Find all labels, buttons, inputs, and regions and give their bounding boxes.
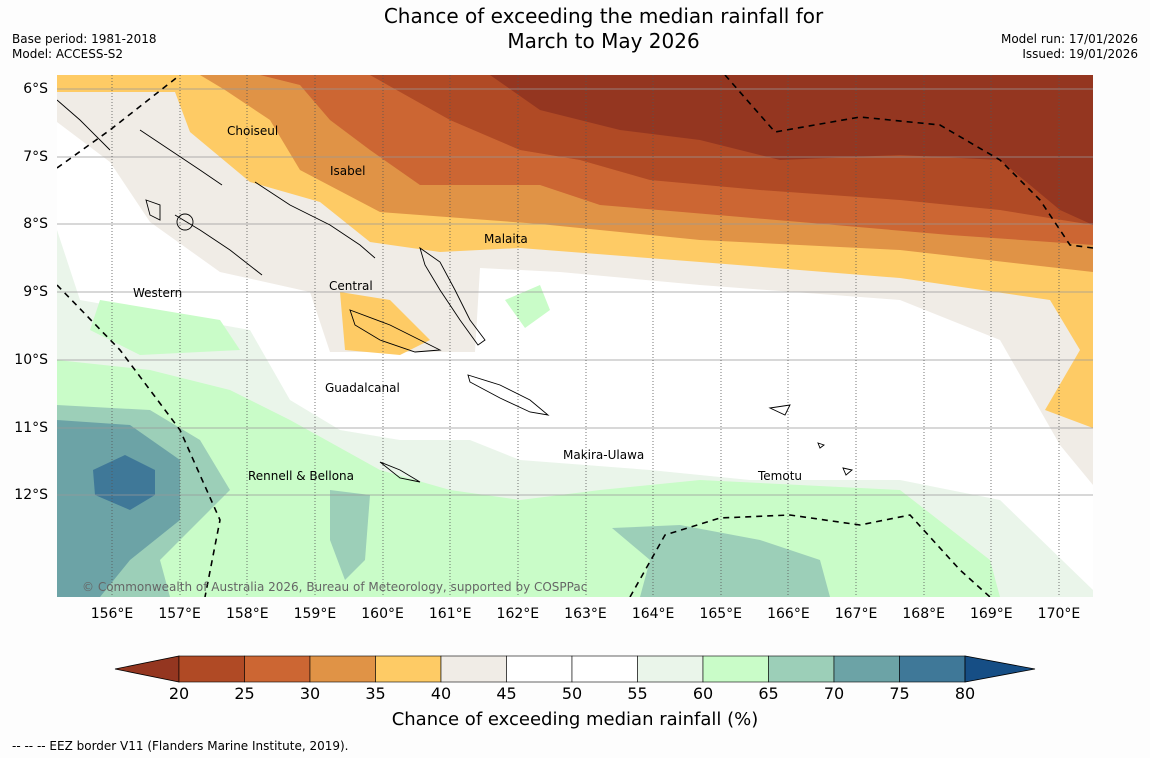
label-malaita: Malaita: [484, 232, 528, 246]
colorbar-segment: [637, 655, 704, 683]
colorbar-tick: 55: [627, 684, 648, 703]
issued-date: Issued: 19/01/2026: [1022, 47, 1138, 61]
colorbar-over-arrow: [964, 655, 1036, 683]
band-75-80: [93, 455, 155, 510]
band-65-70-mid: [330, 490, 370, 580]
colorbar-label: Chance of exceeding median rainfall (%): [391, 709, 759, 730]
label-central: Central: [329, 279, 373, 293]
label-guadalcanal: Guadalcanal: [325, 381, 400, 395]
colorbar-tick: 25: [234, 684, 255, 703]
label-makira-ulawa: Makira-Ulawa: [563, 448, 645, 462]
lon-tick: 156°E: [90, 606, 134, 622]
label-western: Western: [133, 286, 183, 300]
colorbar-segment: [440, 655, 507, 683]
band-60-65-east: [505, 285, 550, 328]
colorbar-under-arrow: [114, 655, 180, 683]
lon-tick: 169°E: [970, 606, 1013, 622]
colorbar-segment: [571, 655, 638, 683]
colorbar: [114, 655, 1036, 683]
colorbar-tick: 45: [496, 684, 517, 703]
lon-tick: 162°E: [496, 606, 540, 622]
label-isabel: Isabel: [330, 164, 366, 178]
lat-tick: 9°S: [23, 284, 48, 300]
lat-tick: 12°S: [14, 487, 48, 503]
band-60-65: [57, 360, 1000, 597]
label-temotu: Temotu: [758, 469, 803, 483]
band-70-75: [57, 420, 180, 597]
colorbar-segment: [899, 655, 966, 683]
lon-tick: 166°E: [767, 606, 810, 622]
lon-tick: 163°E: [564, 606, 607, 622]
colorbar-segment: [506, 655, 573, 683]
copyright-notice: © Commonwealth of Australia 2026, Bureau…: [82, 580, 588, 594]
lat-tick: 11°S: [14, 420, 48, 436]
lon-tick: 164°E: [631, 606, 675, 622]
colorbar-tick: 30: [299, 684, 321, 703]
lat-tick: 6°S: [23, 81, 48, 97]
lon-tick: 170°E: [1037, 606, 1081, 622]
colorbar-segment: [768, 655, 835, 683]
gridlines: [57, 75, 1093, 597]
lat-tick: 8°S: [23, 216, 48, 232]
colorbar-segment: [309, 655, 376, 683]
colorbar-tick: 20: [168, 684, 190, 703]
lat-tick: 7°S: [23, 149, 48, 165]
label-choiseul: Choiseul: [227, 124, 279, 138]
lon-tick: 167°E: [834, 606, 878, 622]
colorbar-segment: [244, 655, 311, 683]
model-run: Model run: 17/01/2026: [1000, 32, 1138, 46]
colorbar-tick: 40: [430, 684, 452, 703]
lat-tick: 10°S: [14, 352, 48, 368]
lon-tick: 165°E: [699, 606, 743, 622]
lon-tick: 168°E: [902, 606, 945, 622]
colorbar-segment: [833, 655, 900, 683]
island-coastlines: [57, 99, 853, 483]
colorbar-segment: [702, 655, 769, 683]
colorbar-tick: 60: [692, 684, 714, 703]
model-name: Model: ACCESS-S2: [12, 47, 124, 61]
colorbar-tick: 35: [365, 684, 386, 703]
lon-tick: 158°E: [225, 606, 269, 622]
label-rennell-bellona: Rennell & Bellona: [248, 469, 355, 483]
colorbar-segment: [178, 655, 245, 683]
band-below-20: [490, 75, 1093, 225]
lon-tick: 161°E: [428, 606, 472, 622]
colorbar-tick: 80: [954, 684, 976, 703]
lon-tick: 157°E: [158, 606, 201, 622]
band-60-65-west: [90, 300, 240, 355]
base-period: Base period: 1981-2018: [12, 32, 157, 46]
lon-tick: 160°E: [361, 606, 404, 622]
colorbar-segment: [375, 655, 442, 683]
colorbar-tick: 70: [823, 684, 845, 703]
eez-footnote: -- -- -- EEZ border V11 (Flanders Marine…: [12, 739, 349, 753]
colorbar-tick: 75: [889, 684, 910, 703]
rainfall-probability-field: [57, 75, 1093, 597]
lon-tick: 159°E: [293, 606, 337, 622]
colorbar-tick: 50: [561, 684, 583, 703]
eez-border-lines: [57, 75, 1093, 597]
map-title: Chance of exceeding the median rainfall …: [383, 4, 824, 53]
colorbar-tick: 65: [758, 684, 779, 703]
